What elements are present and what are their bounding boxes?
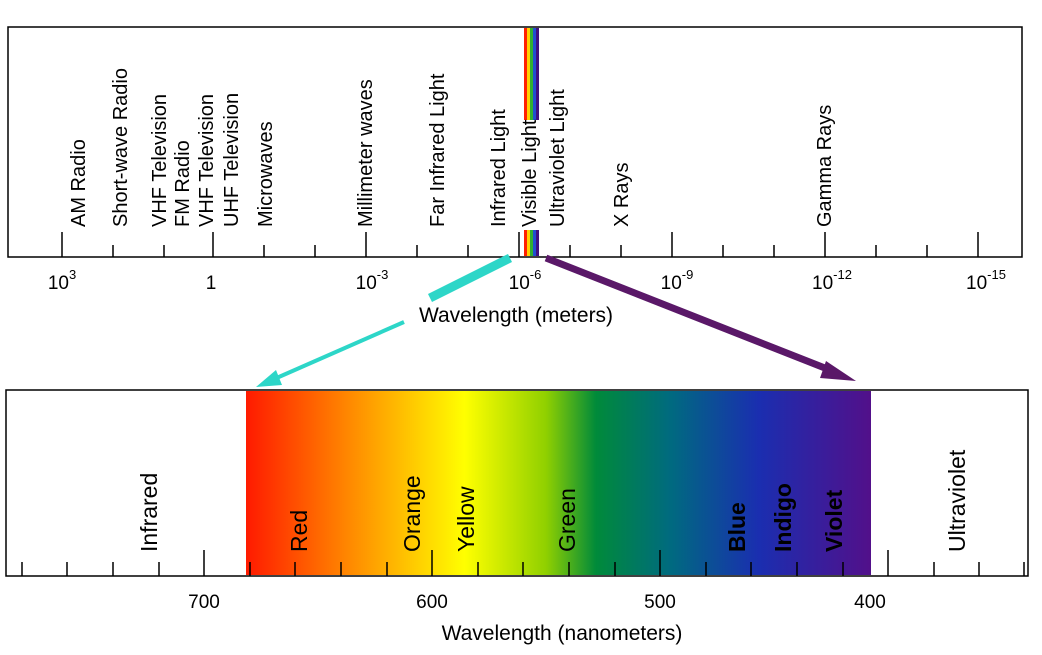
color-label-blue: Blue <box>724 502 750 552</box>
spectrum-tick-label-1e-15: 10-15 <box>966 267 1006 294</box>
band-label-uhf-television: UHF Television <box>221 93 243 227</box>
spectrum-tick-label-1e-6: 10-6 <box>509 267 542 294</box>
band-label-millimeter-waves: Millimeter waves <box>355 79 377 227</box>
visible-axis-title: Wavelength (nanometers) <box>442 622 683 645</box>
band-label-vhf-television-1: VHF Television <box>149 94 171 227</box>
visible-tick-label-400: 400 <box>854 592 886 613</box>
visible-tick-label-700: 700 <box>188 592 220 613</box>
spectrum-panel <box>7 26 1023 258</box>
color-label-green: Green <box>554 488 580 552</box>
cyan-arrow <box>256 253 513 387</box>
infrared-label: Infrared <box>136 473 162 552</box>
spectrum-tick-label-1e3: 103 <box>48 267 76 294</box>
visible-light-strip <box>524 28 539 256</box>
band-label-microwaves: Microwaves <box>255 121 277 227</box>
band-label-x-rays: X Rays <box>611 163 633 227</box>
ultraviolet-label: Ultraviolet <box>944 449 970 552</box>
spectrum-tick-label-1e-3: 10-3 <box>356 267 389 294</box>
color-label-red: Red <box>286 510 312 552</box>
band-label-ultraviolet-light: Ultraviolet Light <box>547 89 569 227</box>
band-label-infrared-light: Infrared Light <box>488 109 510 227</box>
color-label-orange: Orange <box>399 475 425 552</box>
band-label-vhf-television-2: VHF Television <box>196 94 218 227</box>
visible-ticks <box>21 550 1025 576</box>
purple-arrow <box>544 254 856 381</box>
band-label-far-infrared-light: Far Infrared Light <box>427 73 449 227</box>
visible-tick-label-500: 500 <box>644 592 676 613</box>
spectrum-tick-label-1e-12: 10-12 <box>812 267 852 294</box>
band-label-gamma-rays: Gamma Rays <box>814 105 836 227</box>
spectrum-axis-title: Wavelength (meters) <box>419 304 613 327</box>
band-label-visible-light: Visible Light <box>519 119 541 227</box>
color-label-yellow: Yellow <box>453 486 479 552</box>
visible-gradient-band <box>246 391 871 575</box>
band-label-am-radio: AM Radio <box>68 139 90 227</box>
color-label-violet: Violet <box>821 489 847 552</box>
color-label-indigo: Indigo <box>770 483 796 552</box>
band-label-fm-radio: FM Radio <box>172 140 194 227</box>
visible-tick-label-600: 600 <box>416 592 448 613</box>
spectrum-tick-label-1e-9: 10-9 <box>661 267 694 294</box>
spectrum-tick-label-1: 1 <box>206 273 217 294</box>
band-label-short-wave-radio: Short-wave Radio <box>110 68 132 227</box>
spectrum-ticks <box>61 232 979 257</box>
